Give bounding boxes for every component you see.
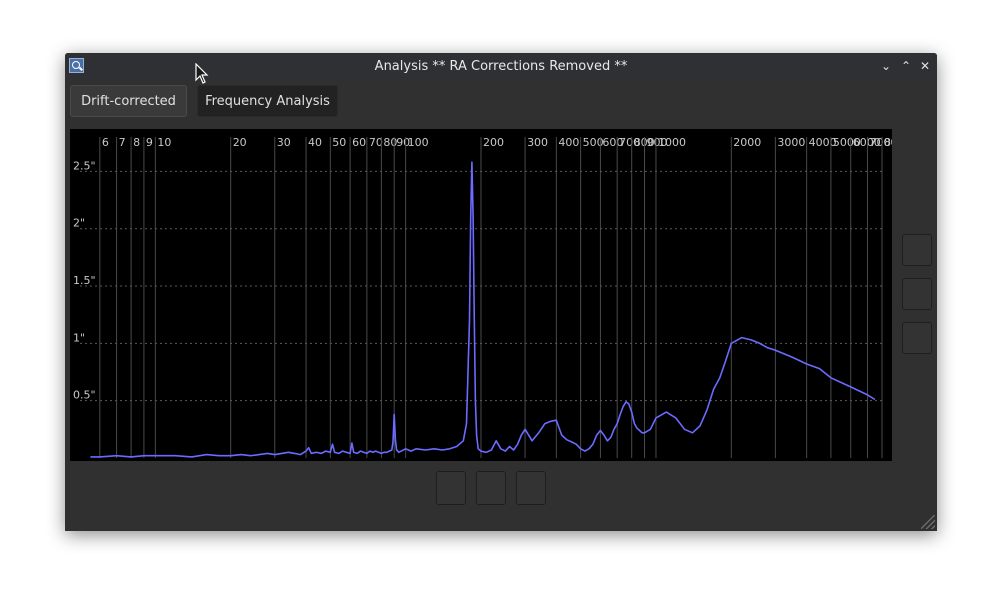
x-tick-label: 700 xyxy=(619,136,640,149)
x-tick-label: 500 xyxy=(583,136,604,149)
x-tick-label: 6000 xyxy=(853,136,881,149)
x-tick-label: 8000 xyxy=(884,136,892,149)
frequency-plot[interactable]: 6 7 8 9 10 20 30 40 50 60 70 80 90 100 200 300 400 500 600… xyxy=(70,129,892,461)
x-tick-label: 100 xyxy=(408,136,429,149)
spectrum-series-line xyxy=(90,161,876,458)
x-tick-label: 70 xyxy=(369,136,383,149)
x-tick-label: 40 xyxy=(308,136,322,149)
x-tick-label: 60 xyxy=(352,136,366,149)
x-tick-label: 600 xyxy=(602,136,623,149)
side-button-1[interactable] xyxy=(902,234,932,266)
x-tick-label: 1000 xyxy=(658,136,686,149)
mouse-cursor-icon xyxy=(195,63,209,84)
x-tick-label: 3000 xyxy=(777,136,805,149)
x-tick-label: 9 xyxy=(146,136,153,149)
x-tick-label: 30 xyxy=(277,136,291,149)
x-tick-label: 200 xyxy=(483,136,504,149)
close-button[interactable]: ✕ xyxy=(919,59,931,73)
magnifier-icon xyxy=(69,58,84,73)
side-button-3[interactable] xyxy=(902,322,932,354)
minimize-button[interactable]: ⌄ xyxy=(880,59,892,73)
bottom-button-1[interactable] xyxy=(436,471,466,505)
x-tick-label: 300 xyxy=(527,136,548,149)
title-bar[interactable]: Analysis ** RA Corrections Removed ** ⌄ … xyxy=(65,53,937,80)
side-button-2[interactable] xyxy=(902,278,932,310)
y-tick-label: 1.5" xyxy=(73,274,96,287)
x-tick-label: 20 xyxy=(233,136,247,149)
x-tick-label: 400 xyxy=(558,136,579,149)
x-tick-label: 900 xyxy=(647,136,668,149)
bottom-button-2[interactable] xyxy=(476,471,506,505)
x-tick-label: 7 xyxy=(119,136,126,149)
x-tick-label: 4000 xyxy=(809,136,837,149)
x-tick-label: 8 xyxy=(133,136,140,149)
bottom-button-3[interactable] xyxy=(516,471,546,505)
analysis-window: Analysis ** RA Corrections Removed ** ⌄ … xyxy=(65,53,937,531)
x-tick-label: 5000 xyxy=(833,136,861,149)
x-tick-label: 10 xyxy=(157,136,171,149)
x-tick-label: 90 xyxy=(396,136,410,149)
x-tick-label: 7000 xyxy=(869,136,892,149)
tab-drift-corrected[interactable]: Drift-corrected xyxy=(70,85,187,117)
tab-frequency-analysis[interactable]: Frequency Analysis xyxy=(197,85,338,117)
maximize-button[interactable]: ⌃ xyxy=(900,59,912,73)
y-tick-label: 2" xyxy=(73,217,85,230)
y-tick-label: 1" xyxy=(73,331,85,344)
x-tick-label: 6 xyxy=(102,136,109,149)
resize-grip-icon[interactable] xyxy=(921,515,935,529)
y-tick-label: 2.5" xyxy=(73,159,96,172)
x-tick-label: 2000 xyxy=(733,136,761,149)
window-title: Analysis ** RA Corrections Removed ** xyxy=(374,59,628,74)
y-tick-label: 0.5" xyxy=(73,389,96,402)
x-tick-label: 50 xyxy=(332,136,346,149)
